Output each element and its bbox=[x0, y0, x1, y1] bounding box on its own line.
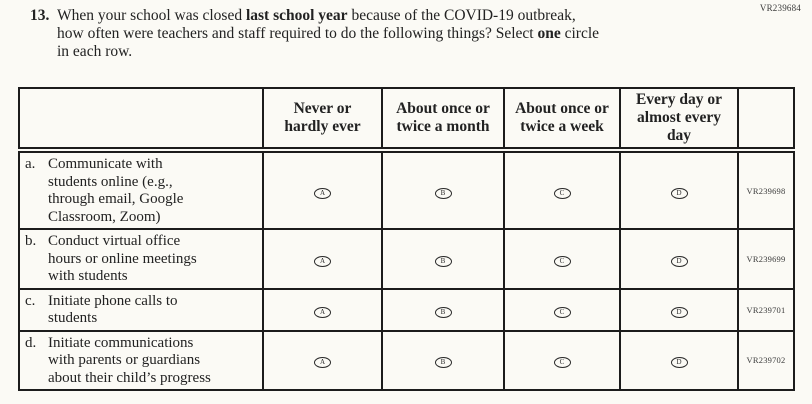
row-label-line: with students bbox=[48, 268, 128, 284]
option-oval-d[interactable]: D bbox=[670, 357, 688, 369]
table-row-b: b. Conduct virtual office hours or onlin… bbox=[18, 228, 795, 290]
column-header-line: About once or bbox=[515, 100, 609, 117]
row-label-line: Classroom, Zoom) bbox=[48, 208, 161, 225]
option-oval-d[interactable]: D bbox=[670, 306, 688, 318]
option-oval-d[interactable]: D bbox=[670, 255, 688, 267]
row-code: VR239698 bbox=[737, 149, 795, 230]
table-row-c: c. Initiate phone calls to students A B … bbox=[18, 287, 795, 332]
row-letter: b. bbox=[25, 233, 37, 249]
row-label-line: hours or online meetings bbox=[48, 250, 197, 267]
row-label-line: about their child’s progress bbox=[48, 369, 211, 386]
option-cell: C bbox=[503, 329, 621, 391]
option-cell: B bbox=[381, 287, 505, 332]
option-oval-c[interactable]: C bbox=[553, 357, 571, 369]
answer-table: Never or hardly ever About once or twice… bbox=[18, 87, 795, 391]
row-label-line: Conduct virtual office bbox=[48, 233, 181, 249]
question-line-2-text2: circle bbox=[560, 25, 600, 42]
option-cell: D bbox=[619, 287, 739, 332]
question-line-3: in each row. bbox=[57, 43, 133, 60]
option-cell: A bbox=[262, 228, 383, 290]
option-cell: B bbox=[381, 228, 505, 290]
column-header-every-day: Every day or almost every day bbox=[619, 87, 739, 153]
option-oval-b[interactable]: B bbox=[434, 357, 452, 369]
row-label-line: Initiate phone calls to bbox=[48, 292, 178, 309]
question-line-2-bold: one bbox=[537, 25, 561, 42]
header-code-cell bbox=[737, 87, 795, 153]
option-oval-c[interactable]: C bbox=[553, 187, 571, 199]
option-oval-c[interactable]: C bbox=[553, 306, 571, 318]
row-code: VR239702 bbox=[737, 329, 795, 391]
table-row-d: d. Initiate communications with parents … bbox=[18, 329, 795, 391]
row-letter: d. bbox=[25, 334, 37, 351]
question-line-2-text: how often were teachers and staff requir… bbox=[57, 25, 538, 42]
header-empty-cell bbox=[18, 87, 264, 153]
row-label-line: Initiate communications bbox=[48, 334, 194, 351]
column-header-line: twice a week bbox=[520, 118, 604, 135]
table-row-a: a. Communicate with students online (e.g… bbox=[18, 149, 795, 230]
option-oval-a[interactable]: A bbox=[314, 306, 331, 318]
column-header-line: almost every bbox=[637, 109, 721, 126]
option-cell: D bbox=[619, 149, 739, 230]
row-label: Initiate communications with parents or … bbox=[48, 335, 211, 388]
option-oval-b[interactable]: B bbox=[434, 255, 452, 267]
row-letter: a. bbox=[25, 156, 36, 172]
option-cell: C bbox=[503, 149, 621, 230]
row-label-cell: a. Communicate with students online (e.g… bbox=[18, 149, 264, 230]
row-label-line: students bbox=[48, 310, 98, 326]
question-block: 13. When your school was closed last sch… bbox=[30, 7, 599, 61]
row-label: Communicate with students online (e.g., … bbox=[48, 156, 183, 226]
question-number: 13. bbox=[30, 7, 50, 24]
row-label-cell: c. Initiate phone calls to students bbox=[18, 287, 264, 332]
question-line-1-text2: because of the COVID-19 outbreak, bbox=[347, 7, 576, 24]
question-line-1-bold: last school year bbox=[245, 7, 348, 24]
row-code: VR239699 bbox=[737, 228, 795, 290]
option-cell: D bbox=[619, 228, 739, 290]
column-header-once-week: About once or twice a week bbox=[503, 87, 621, 153]
row-label-cell: b. Conduct virtual office hours or onlin… bbox=[18, 228, 264, 290]
form-code: VR239684 bbox=[759, 3, 801, 13]
option-oval-b[interactable]: B bbox=[434, 306, 452, 318]
row-label-line: Communicate with bbox=[48, 156, 163, 172]
question-line-1: When your school was closed last school … bbox=[57, 7, 599, 25]
question-line-2: how often were teachers and staff requir… bbox=[57, 25, 599, 43]
option-oval-a[interactable]: A bbox=[314, 187, 331, 199]
option-oval-a[interactable]: A bbox=[314, 255, 331, 267]
column-header-line: About once or bbox=[396, 100, 490, 117]
column-header-line: hardly ever bbox=[284, 118, 361, 135]
column-header-line: Every day or bbox=[635, 91, 723, 108]
row-label: Conduct virtual office hours or online m… bbox=[48, 233, 197, 286]
option-oval-b[interactable]: B bbox=[434, 187, 452, 199]
column-header-line: twice a month bbox=[396, 118, 490, 135]
column-header-never: Never or hardly ever bbox=[262, 87, 383, 153]
option-oval-c[interactable]: C bbox=[553, 255, 571, 267]
row-label-line: students online (e.g., bbox=[48, 173, 173, 190]
row-label-cell: d. Initiate communications with parents … bbox=[18, 329, 264, 391]
option-cell: A bbox=[262, 287, 383, 332]
option-cell: B bbox=[381, 149, 505, 230]
header-row: Never or hardly ever About once or twice… bbox=[18, 87, 795, 153]
option-cell: A bbox=[262, 149, 383, 230]
option-cell: A bbox=[262, 329, 383, 391]
option-cell: D bbox=[619, 329, 739, 391]
row-letter: c. bbox=[25, 292, 36, 309]
row-label-line: through email, Google bbox=[48, 191, 184, 207]
question-text: When your school was closed last school … bbox=[57, 7, 599, 61]
option-oval-d[interactable]: D bbox=[670, 187, 688, 199]
row-code: VR239701 bbox=[737, 287, 795, 332]
option-oval-a[interactable]: A bbox=[314, 357, 331, 369]
column-header-once-month: About once or twice a month bbox=[381, 87, 505, 153]
row-label-line: with parents or guardians bbox=[48, 352, 201, 368]
row-label: Initiate phone calls to students bbox=[48, 293, 178, 328]
column-header-line: Never or bbox=[293, 100, 352, 117]
column-header-line: day bbox=[666, 127, 692, 144]
option-cell: C bbox=[503, 228, 621, 290]
option-cell: B bbox=[381, 329, 505, 391]
question-line-1-text: When your school was closed bbox=[57, 7, 246, 24]
option-cell: C bbox=[503, 287, 621, 332]
